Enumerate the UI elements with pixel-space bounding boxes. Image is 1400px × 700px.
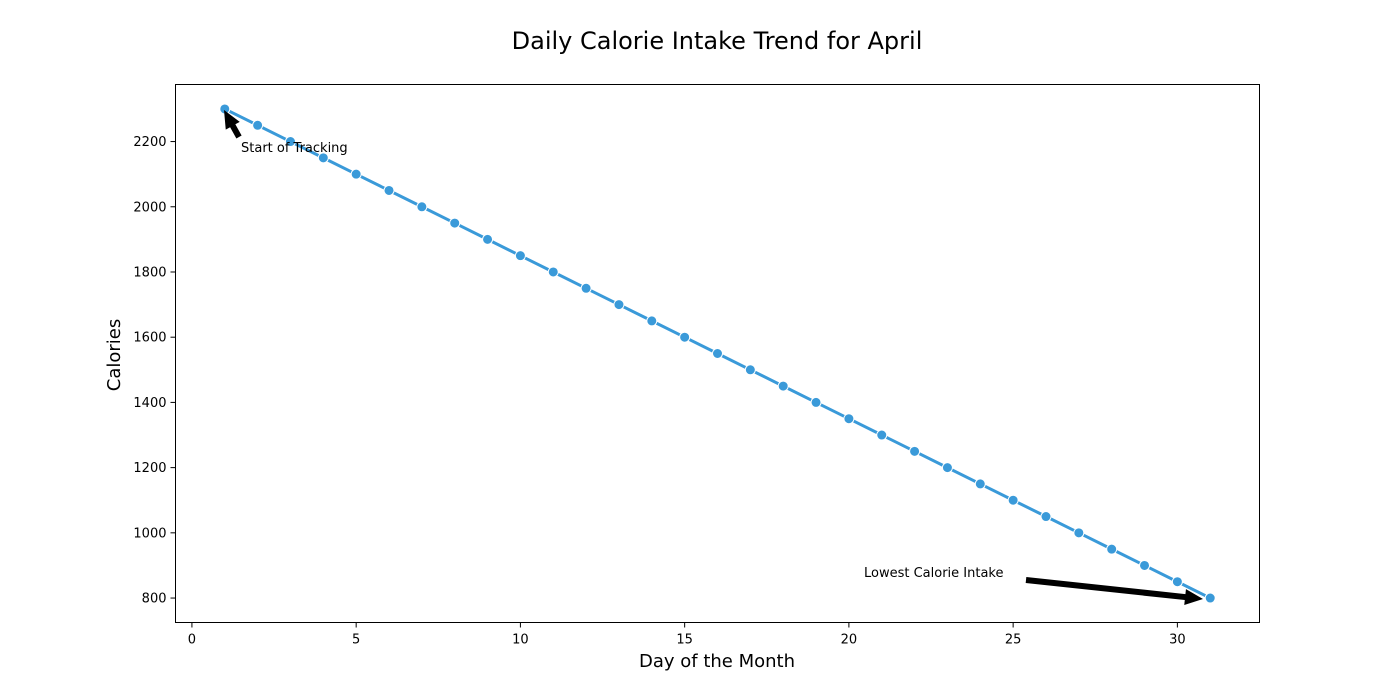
data-point (449, 217, 461, 229)
annotation-text: Start of Tracking (241, 141, 348, 156)
y-tick-label: 1800 (133, 265, 166, 280)
data-point (613, 299, 625, 311)
data-point (941, 462, 953, 474)
x-tick-label: 10 (512, 633, 529, 648)
data-point (580, 282, 592, 294)
x-tick-label: 30 (1169, 633, 1186, 648)
data-point (1171, 576, 1183, 588)
data-point (744, 364, 756, 376)
data-point (317, 152, 329, 164)
plot-area: 0 5 10 15 20 25 30 800 1000 1200 1400 1600 1800 2000 2… (133, 103, 1216, 648)
y-tick-label: 1600 (133, 331, 166, 346)
data-point (1073, 527, 1085, 539)
x-tick-label: 0 (188, 633, 196, 648)
x-tick-label: 5 (352, 633, 360, 648)
data-point (482, 233, 494, 245)
annotation-arrow (1025, 577, 1203, 606)
chart-title: Daily Calorie Intake Trend for April (512, 27, 923, 55)
data-point (777, 380, 789, 392)
data-point (1139, 559, 1151, 571)
data-point (1007, 494, 1019, 506)
x-tick-label: 20 (841, 633, 858, 648)
y-tick-label: 2000 (133, 200, 166, 215)
y-axis-label: Calories (104, 319, 125, 391)
data-point (1040, 511, 1052, 523)
plot-frame (175, 84, 1260, 623)
y-tick-label: 2200 (133, 135, 166, 150)
data-point (350, 168, 362, 180)
data-point (547, 266, 559, 278)
data-point (284, 136, 296, 148)
data-point (876, 429, 888, 441)
data-point (646, 315, 658, 327)
data-point (810, 396, 822, 408)
data-point (514, 250, 526, 262)
data-point (1106, 543, 1118, 555)
data-point (679, 331, 691, 343)
annotation-text: Lowest Calorie Intake (864, 566, 1004, 581)
x-tick-label: 25 (1005, 633, 1022, 648)
x-axis-label: Day of the Month (639, 651, 795, 672)
annotation-arrow (224, 110, 242, 139)
data-point (1204, 592, 1216, 604)
y-tick-label: 800 (142, 592, 167, 607)
data-point (712, 348, 723, 359)
y-tick-label: 1000 (133, 526, 166, 541)
data-point (383, 184, 395, 196)
data-point (974, 478, 986, 490)
data-point (909, 445, 921, 457)
data-point (252, 119, 264, 131)
y-tick-label: 1200 (133, 461, 166, 476)
data-point (416, 201, 428, 213)
x-tick-label: 15 (676, 633, 693, 648)
data-point (843, 413, 855, 425)
y-tick-label: 1400 (133, 396, 166, 411)
